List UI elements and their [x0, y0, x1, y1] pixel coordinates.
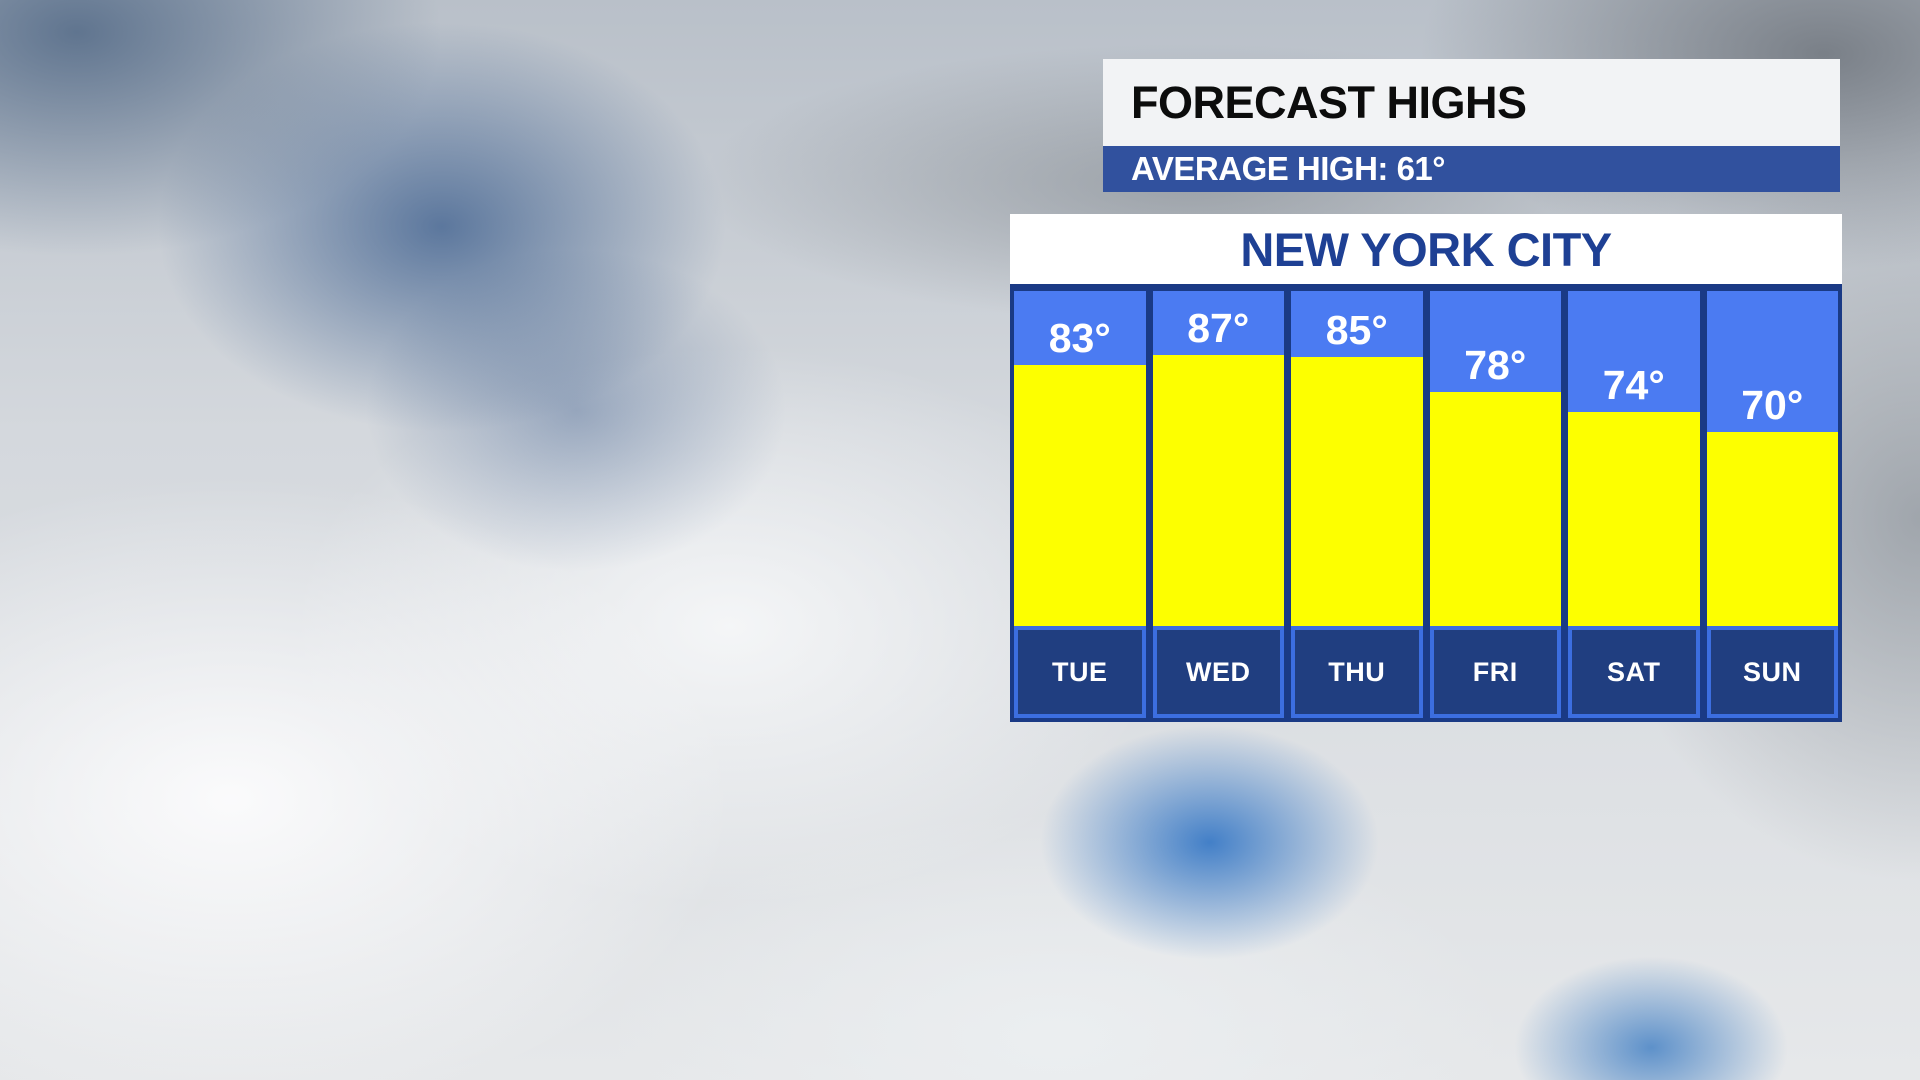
forecast-day-column-fri: 78° FRI	[1429, 291, 1561, 718]
temperature-bar	[1291, 357, 1423, 626]
forecast-highs-title: FORECAST HIGHS	[1131, 76, 1527, 128]
day-label: SUN	[1706, 626, 1838, 718]
temperature-value: 85°	[1325, 307, 1388, 353]
bar-area: 74°	[1568, 291, 1700, 626]
bar-area: 70°	[1706, 291, 1838, 626]
forecast-day-column-sat: 74° SAT	[1568, 291, 1700, 718]
temperature-value: 83°	[1048, 315, 1111, 361]
temperature-bar	[1429, 392, 1561, 626]
day-label: FRI	[1429, 626, 1561, 718]
temperature-value: 70°	[1741, 382, 1804, 428]
forecast-panel: NEW YORK CITY 83° TUE 87° WED 85°	[1010, 214, 1842, 722]
bar-area: 85°	[1291, 291, 1423, 626]
temperature-bar	[1706, 432, 1838, 626]
forecast-columns: 83° TUE 87° WED 85° THU	[1014, 291, 1838, 718]
day-label: THU	[1291, 626, 1423, 718]
day-label: SAT	[1568, 626, 1700, 718]
city-header: NEW YORK CITY	[1010, 214, 1842, 284]
forecast-day-column-thu: 85° THU	[1291, 291, 1423, 718]
day-label: TUE	[1014, 626, 1146, 718]
temperature-value: 87°	[1187, 305, 1250, 351]
bar-area: 78°	[1429, 291, 1561, 626]
temperature-value: 78°	[1464, 342, 1527, 388]
temperature-bar	[1152, 355, 1284, 626]
temperature-bar	[1014, 365, 1146, 626]
bar-area: 83°	[1014, 291, 1146, 626]
average-high-label: AVERAGE HIGH: 61°	[1131, 150, 1445, 187]
temperature-value: 74°	[1602, 362, 1665, 408]
forecast-day-column-tue: 83° TUE	[1014, 291, 1146, 718]
temperature-bar	[1568, 412, 1700, 626]
bar-area: 87°	[1152, 291, 1284, 626]
day-label: WED	[1152, 626, 1284, 718]
forecast-day-column-sun: 70° SUN	[1706, 291, 1838, 718]
forecast-chart: 83° TUE 87° WED 85° THU	[1010, 284, 1842, 722]
forecast-day-column-wed: 87° WED	[1152, 291, 1284, 718]
forecast-highs-title-box: FORECAST HIGHS	[1103, 59, 1840, 146]
average-high-bar: AVERAGE HIGH: 61°	[1103, 146, 1840, 192]
